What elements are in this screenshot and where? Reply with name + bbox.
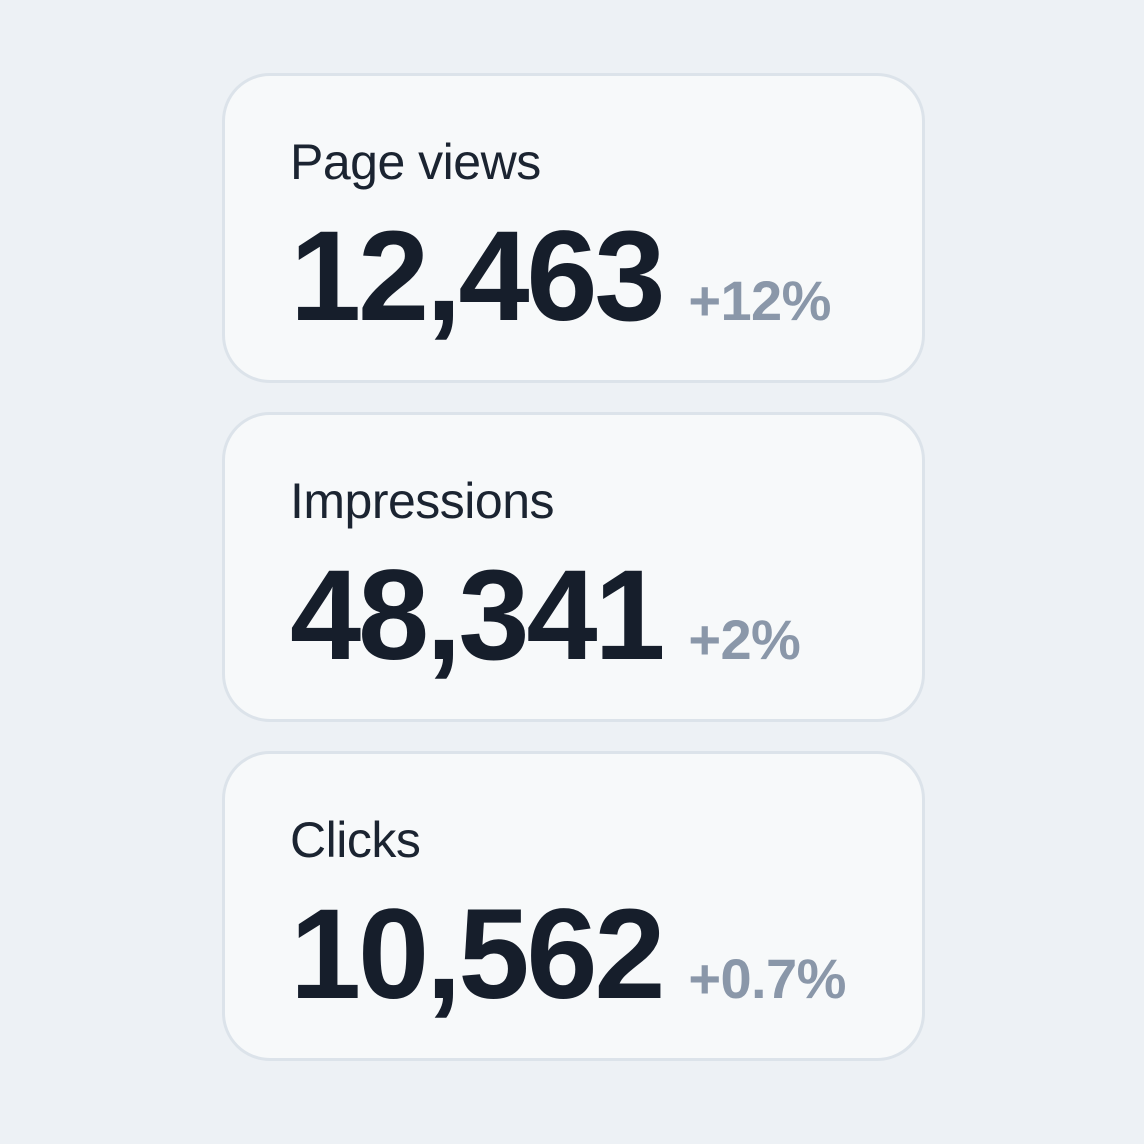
stat-card-clicks: Clicks 10,562 +0.7% <box>222 751 925 1061</box>
stat-value-row: 10,562 +0.7% <box>290 883 857 1026</box>
stat-card-page-views: Page views 12,463 +12% <box>222 73 925 383</box>
stat-delta: +2% <box>688 608 801 671</box>
stat-value: 10,562 <box>290 883 666 1026</box>
stat-delta: +0.7% <box>688 947 846 1010</box>
stat-label: Clicks <box>290 812 421 868</box>
stat-delta: +12% <box>688 269 831 332</box>
stat-value-row: 12,463 +12% <box>290 205 857 348</box>
stat-value: 12,463 <box>290 205 666 348</box>
stat-value-row: 48,341 +2% <box>290 544 857 687</box>
stat-cards-container: Page views 12,463 +12% Impressions 48,34… <box>222 73 925 1061</box>
stat-label: Page views <box>290 134 541 190</box>
stat-card-impressions: Impressions 48,341 +2% <box>222 412 925 722</box>
stat-value: 48,341 <box>290 544 666 687</box>
stat-label: Impressions <box>290 473 555 529</box>
